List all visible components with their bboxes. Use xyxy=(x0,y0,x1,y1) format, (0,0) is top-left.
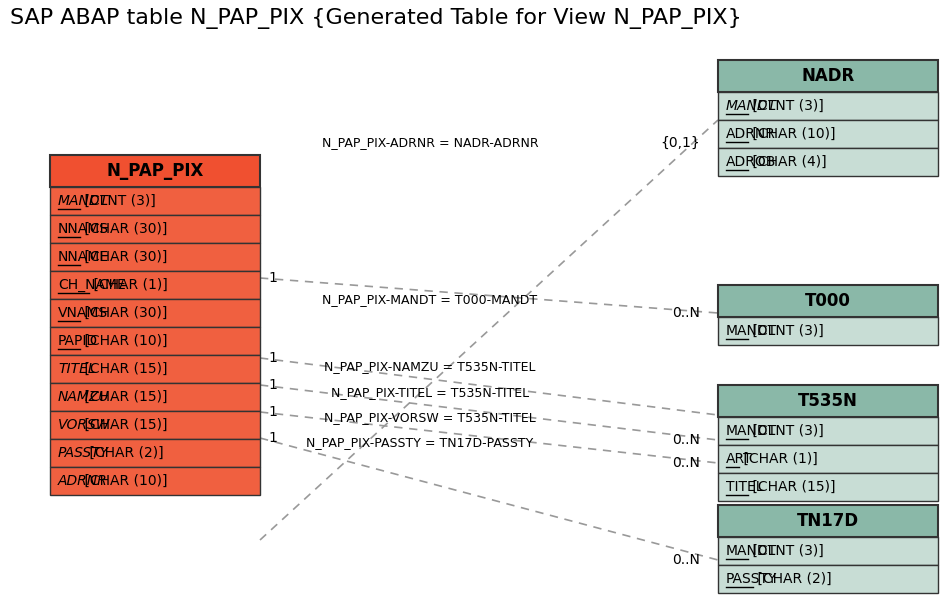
Text: PAPID: PAPID xyxy=(58,334,98,348)
Bar xyxy=(718,148,938,176)
Bar xyxy=(50,187,260,215)
Bar xyxy=(718,505,938,537)
Bar xyxy=(718,385,938,417)
Bar xyxy=(718,120,938,148)
Text: 0..N: 0..N xyxy=(672,553,700,567)
Text: [CLNT (3)]: [CLNT (3)] xyxy=(748,324,824,338)
Bar xyxy=(50,243,260,271)
Text: ADRNR: ADRNR xyxy=(58,474,108,488)
Text: [CHAR (10)]: [CHAR (10)] xyxy=(80,334,168,348)
Text: [CHAR (2)]: [CHAR (2)] xyxy=(85,446,164,460)
Text: ADROB: ADROB xyxy=(726,155,777,169)
Text: 0..N: 0..N xyxy=(672,306,700,320)
Text: N_PAP_PIX-PASSTY = TN17D-PASSTY: N_PAP_PIX-PASSTY = TN17D-PASSTY xyxy=(307,437,534,450)
Bar xyxy=(718,92,938,120)
Bar xyxy=(718,60,938,92)
Text: [CHAR (1)]: [CHAR (1)] xyxy=(740,452,818,466)
Bar xyxy=(50,271,260,299)
Bar xyxy=(50,327,260,355)
Text: [CLNT (3)]: [CLNT (3)] xyxy=(748,544,824,558)
Text: SAP ABAP table N_PAP_PIX {Generated Table for View N_PAP_PIX}: SAP ABAP table N_PAP_PIX {Generated Tabl… xyxy=(10,8,742,29)
Text: N_PAP_PIX-ADRNR = NADR-ADRNR: N_PAP_PIX-ADRNR = NADR-ADRNR xyxy=(322,137,538,149)
Text: N_PAP_PIX-MANDT = T000-MANDT: N_PAP_PIX-MANDT = T000-MANDT xyxy=(323,293,538,306)
Text: [CHAR (30)]: [CHAR (30)] xyxy=(80,250,168,264)
Text: [CHAR (30)]: [CHAR (30)] xyxy=(80,222,168,236)
Text: TITEL: TITEL xyxy=(726,480,764,494)
Text: PASSTY: PASSTY xyxy=(58,446,109,460)
Text: 0..N: 0..N xyxy=(672,456,700,470)
Text: {0,1}: {0,1} xyxy=(661,136,700,150)
Bar xyxy=(50,355,260,383)
Bar xyxy=(50,467,260,495)
Text: T000: T000 xyxy=(805,292,851,310)
Text: MANDT: MANDT xyxy=(58,194,109,208)
Text: NNAME: NNAME xyxy=(58,250,109,264)
Bar xyxy=(50,155,260,187)
Text: T535N: T535N xyxy=(798,392,858,410)
Text: N_PAP_PIX-VORSW = T535N-TITEL: N_PAP_PIX-VORSW = T535N-TITEL xyxy=(324,411,536,424)
Text: [CHAR (10)]: [CHAR (10)] xyxy=(80,474,168,488)
Text: 1: 1 xyxy=(268,271,277,285)
Text: [CHAR (1)]: [CHAR (1)] xyxy=(89,278,168,292)
Text: [CHAR (15)]: [CHAR (15)] xyxy=(80,362,168,376)
Text: VNAMS: VNAMS xyxy=(58,306,109,320)
Bar xyxy=(50,215,260,243)
Bar xyxy=(50,411,260,439)
Bar xyxy=(718,445,938,473)
Text: CH_NAME: CH_NAME xyxy=(58,278,126,292)
Bar xyxy=(50,383,260,411)
Text: ART: ART xyxy=(726,452,753,466)
Text: 1: 1 xyxy=(268,378,277,392)
Text: PASSTY: PASSTY xyxy=(726,572,778,586)
Bar xyxy=(50,439,260,467)
Bar xyxy=(718,537,938,565)
Text: NNAMS: NNAMS xyxy=(58,222,109,236)
Text: [CHAR (4)]: [CHAR (4)] xyxy=(748,155,827,169)
Text: TITEL: TITEL xyxy=(58,362,95,376)
Text: N_PAP_PIX-TITEL = T535N-TITEL: N_PAP_PIX-TITEL = T535N-TITEL xyxy=(331,386,529,400)
Bar xyxy=(718,285,938,317)
Text: MANDT: MANDT xyxy=(726,544,777,558)
Bar xyxy=(718,565,938,593)
Text: N_PAP_PIX-NAMZU = T535N-TITEL: N_PAP_PIX-NAMZU = T535N-TITEL xyxy=(325,360,536,373)
Text: [CHAR (15)]: [CHAR (15)] xyxy=(80,390,168,404)
Text: 1: 1 xyxy=(268,405,277,419)
Text: [CHAR (15)]: [CHAR (15)] xyxy=(80,418,168,432)
Bar xyxy=(718,473,938,501)
Text: [CHAR (2)]: [CHAR (2)] xyxy=(753,572,831,586)
Text: N_PAP_PIX: N_PAP_PIX xyxy=(107,162,204,180)
Text: ADRNR: ADRNR xyxy=(726,127,776,141)
Bar xyxy=(718,417,938,445)
Text: [CLNT (3)]: [CLNT (3)] xyxy=(748,424,824,438)
Text: [CHAR (30)]: [CHAR (30)] xyxy=(80,306,168,320)
Text: [CLNT (3)]: [CLNT (3)] xyxy=(748,99,824,113)
Bar xyxy=(718,317,938,345)
Text: VORSW: VORSW xyxy=(58,418,110,432)
Text: [CHAR (10)]: [CHAR (10)] xyxy=(748,127,836,141)
Bar xyxy=(50,299,260,327)
Text: [CLNT (3)]: [CLNT (3)] xyxy=(80,194,156,208)
Text: 1: 1 xyxy=(268,431,277,445)
Text: TN17D: TN17D xyxy=(797,512,859,530)
Text: MANDT: MANDT xyxy=(726,324,777,338)
Text: 0..N: 0..N xyxy=(672,433,700,447)
Text: 1: 1 xyxy=(268,351,277,365)
Text: MANDT: MANDT xyxy=(726,424,777,438)
Text: NADR: NADR xyxy=(802,67,855,85)
Text: NAMZU: NAMZU xyxy=(58,390,109,404)
Text: MANDT: MANDT xyxy=(726,99,777,113)
Text: [CHAR (15)]: [CHAR (15)] xyxy=(748,480,836,494)
